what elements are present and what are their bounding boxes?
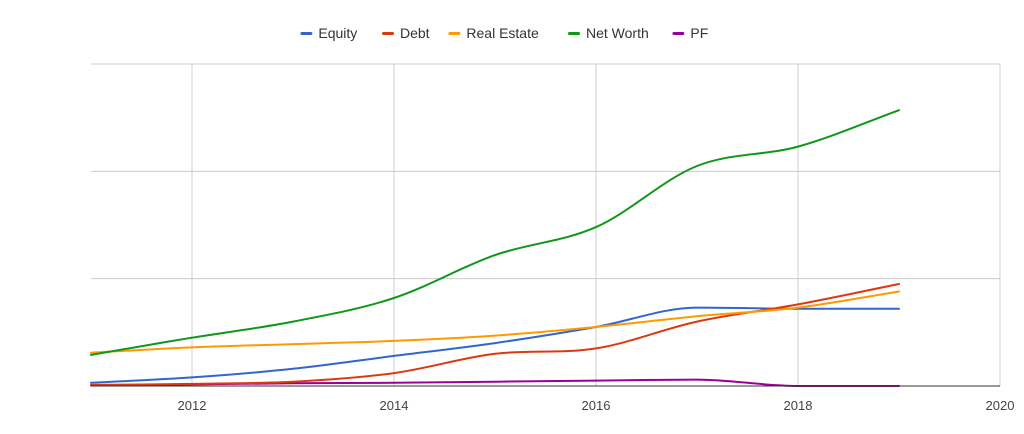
- series-line-real-estate[interactable]: [90, 290, 900, 354]
- x-axis: 2012 2014 2016 2018 2020: [91, 385, 1015, 413]
- series-line-debt[interactable]: [90, 283, 900, 386]
- legend-swatch-pf: [672, 32, 685, 35]
- legend-label-pf: PF: [690, 25, 708, 41]
- legend-label-real-estate: Real Estate: [466, 25, 539, 41]
- chart-series: [90, 109, 900, 387]
- legend-swatch-net-worth: [568, 32, 580, 35]
- legend-label-debt: Debt: [400, 25, 430, 41]
- series-line-equity[interactable]: [90, 306, 900, 384]
- chart-gridlines: [91, 63, 1001, 386]
- x-tick-label: 2016: [582, 398, 611, 413]
- x-tick-label: 2020: [986, 398, 1015, 413]
- legend-item-real-estate[interactable]: Real Estate: [448, 25, 539, 41]
- x-tick-label: 2014: [380, 398, 409, 413]
- legend-item-net-worth[interactable]: Net Worth: [568, 25, 649, 41]
- legend-swatch-equity: [300, 32, 313, 35]
- x-tick-label: 2018: [784, 398, 813, 413]
- legend-item-pf[interactable]: PF: [672, 25, 708, 41]
- series-line-net-worth[interactable]: [90, 109, 900, 356]
- legend-label-equity: Equity: [318, 25, 357, 41]
- legend-label-net-worth: Net Worth: [586, 25, 649, 41]
- x-tick-label: 2012: [178, 398, 207, 413]
- legend-swatch-debt: [382, 32, 394, 35]
- legend-swatch-real-estate: [448, 32, 461, 35]
- chart-legend[interactable]: Equity Debt Real Estate Net Worth PF: [300, 25, 708, 41]
- legend-item-equity[interactable]: Equity: [300, 25, 357, 41]
- legend-item-debt[interactable]: Debt: [382, 25, 430, 41]
